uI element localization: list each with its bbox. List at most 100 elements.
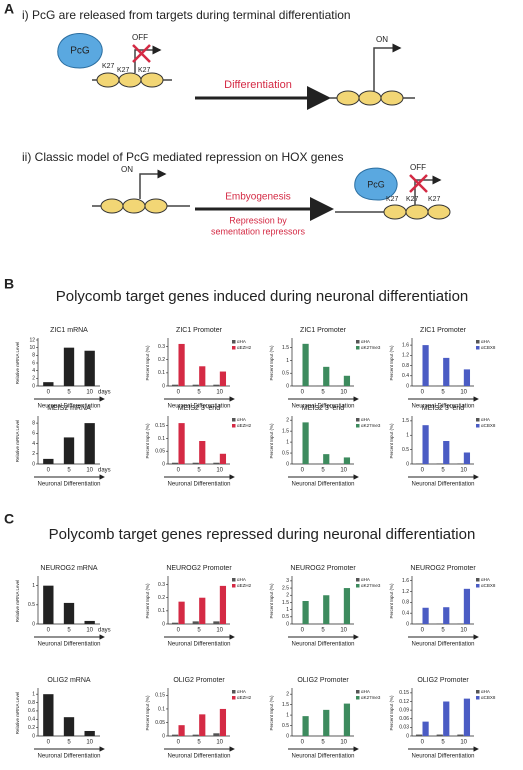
bar	[84, 423, 95, 464]
legend-swatch	[476, 418, 480, 422]
x-axis-label: Neuronal Differentiation	[38, 482, 101, 488]
x-tick-label: 0	[421, 740, 425, 746]
y-tick-label: 0	[32, 621, 35, 627]
section-title: Polycomb target genes repressed during n…	[49, 526, 476, 543]
x-axis-label: Neuronal Differentiation	[412, 482, 475, 488]
legend-label: αEZH2	[237, 583, 252, 588]
k27-label: K27	[386, 196, 399, 203]
x-tick-label: 0	[301, 390, 305, 396]
nucleosome	[336, 90, 360, 106]
y-tick-label: 4	[32, 368, 35, 374]
y-tick-label: 1	[32, 583, 35, 589]
chart-title: ZIC1 Promoter	[420, 327, 467, 334]
bar	[192, 734, 199, 736]
x-tick-label: 5	[67, 628, 71, 634]
bar	[415, 623, 423, 624]
y-tick-label: 0.4	[402, 611, 409, 617]
bar	[199, 597, 206, 624]
y-tick-label: 0.05	[155, 449, 165, 455]
y-tick-label: 0	[406, 383, 409, 389]
y-tick-label: 0.1	[158, 706, 165, 712]
x-axis-label: Neuronal Differentiation	[168, 404, 231, 410]
bar	[213, 462, 220, 464]
legend-label: αCBX8	[481, 695, 496, 700]
k27-label: K27	[406, 196, 419, 203]
bar	[443, 607, 450, 624]
y-tick-label: 0.3	[158, 582, 165, 588]
legend-label: αHA	[361, 577, 370, 582]
x-tick-label: 10	[460, 740, 467, 746]
chart-title: MEIS2 3'-end	[422, 405, 464, 412]
y-tick-label: 1.5	[282, 702, 289, 708]
y-tick-label: 0.5	[402, 447, 409, 453]
chart-title: ZIC1 mRNA	[50, 327, 88, 334]
y-tick-label: 1.6	[402, 578, 409, 584]
chart-title: ZIC1 Promoter	[300, 327, 347, 334]
x-tick-label: 5	[197, 740, 201, 746]
x-tick-label: 10	[86, 390, 93, 396]
y-tick-label: 0.2	[158, 357, 165, 363]
x-tick-label: 0	[301, 740, 305, 746]
bar	[192, 462, 199, 464]
legend-label: αEZH2	[237, 695, 252, 700]
x-tick-label: 10	[340, 740, 347, 746]
nucleosome	[427, 204, 451, 220]
y-tick-label: 0.15	[155, 423, 165, 429]
y-tick-label: 0.1	[158, 370, 165, 376]
bar	[178, 423, 185, 464]
x-tick-label: 10	[340, 468, 347, 474]
nucleosome	[118, 72, 142, 88]
y-tick-label: 1.5	[282, 428, 289, 434]
legend-swatch	[232, 584, 236, 588]
nucleosome	[380, 90, 404, 106]
x-axis-label: Neuronal Differentiation	[38, 404, 101, 410]
bar	[84, 730, 95, 736]
x-axis-label: Neuronal Differentiation	[412, 404, 475, 410]
bar	[443, 701, 450, 736]
y-tick-label: 8	[32, 353, 35, 359]
bar	[43, 585, 54, 624]
y-axis-label: Relative mRNA Level	[15, 580, 20, 623]
y-tick-label: 0	[162, 461, 165, 467]
x-axis-label: Neuronal Differentiation	[168, 482, 231, 488]
y-tick-label: 0.5	[282, 614, 289, 620]
bar	[422, 425, 429, 464]
process-note: Repression by	[229, 215, 287, 225]
bar	[323, 366, 330, 386]
y-tick-label: 1.6	[402, 342, 409, 348]
pcg-protein	[57, 33, 103, 69]
y-tick-label: 0.2	[158, 595, 165, 601]
legend-swatch	[356, 424, 360, 428]
y-axis-label: Percent Input (%)	[389, 345, 394, 381]
x-tick-label: 5	[197, 390, 201, 396]
bar	[43, 458, 54, 464]
y-axis-label: Percent Input (%)	[145, 695, 150, 731]
y-axis-label: Percent Input (%)	[389, 423, 394, 459]
off-label: OFF	[410, 163, 426, 172]
legend-label: αCBX8	[481, 345, 496, 350]
chart-title: NEUROG2 Promoter	[410, 565, 476, 572]
legend-swatch	[476, 696, 480, 700]
y-tick-label: 0.8	[402, 600, 409, 606]
x-tick-label: 5	[321, 468, 325, 474]
y-tick-label: 2	[286, 593, 289, 599]
bar	[171, 462, 179, 464]
x-tick-label: 10	[216, 740, 223, 746]
legend-label: αHA	[237, 339, 246, 344]
y-tick-label: 4	[32, 441, 35, 447]
panel-label: A	[4, 1, 14, 17]
legend-label: αK27me3	[361, 345, 381, 350]
nucleosome	[96, 72, 120, 88]
legend-swatch	[356, 696, 360, 700]
x-tick-label: 0	[301, 628, 305, 634]
y-tick-label: 0.1	[158, 608, 165, 614]
y-tick-label: 0	[32, 461, 35, 467]
bar	[302, 343, 309, 386]
bar	[302, 601, 309, 624]
bar	[343, 375, 351, 386]
x-tick-label: 5	[67, 390, 71, 396]
y-tick-label: 2	[286, 418, 289, 424]
bar	[219, 371, 227, 386]
y-tick-label: 0.15	[155, 693, 165, 699]
section-title: ii) Classic model of PcG mediated repres…	[22, 150, 343, 164]
